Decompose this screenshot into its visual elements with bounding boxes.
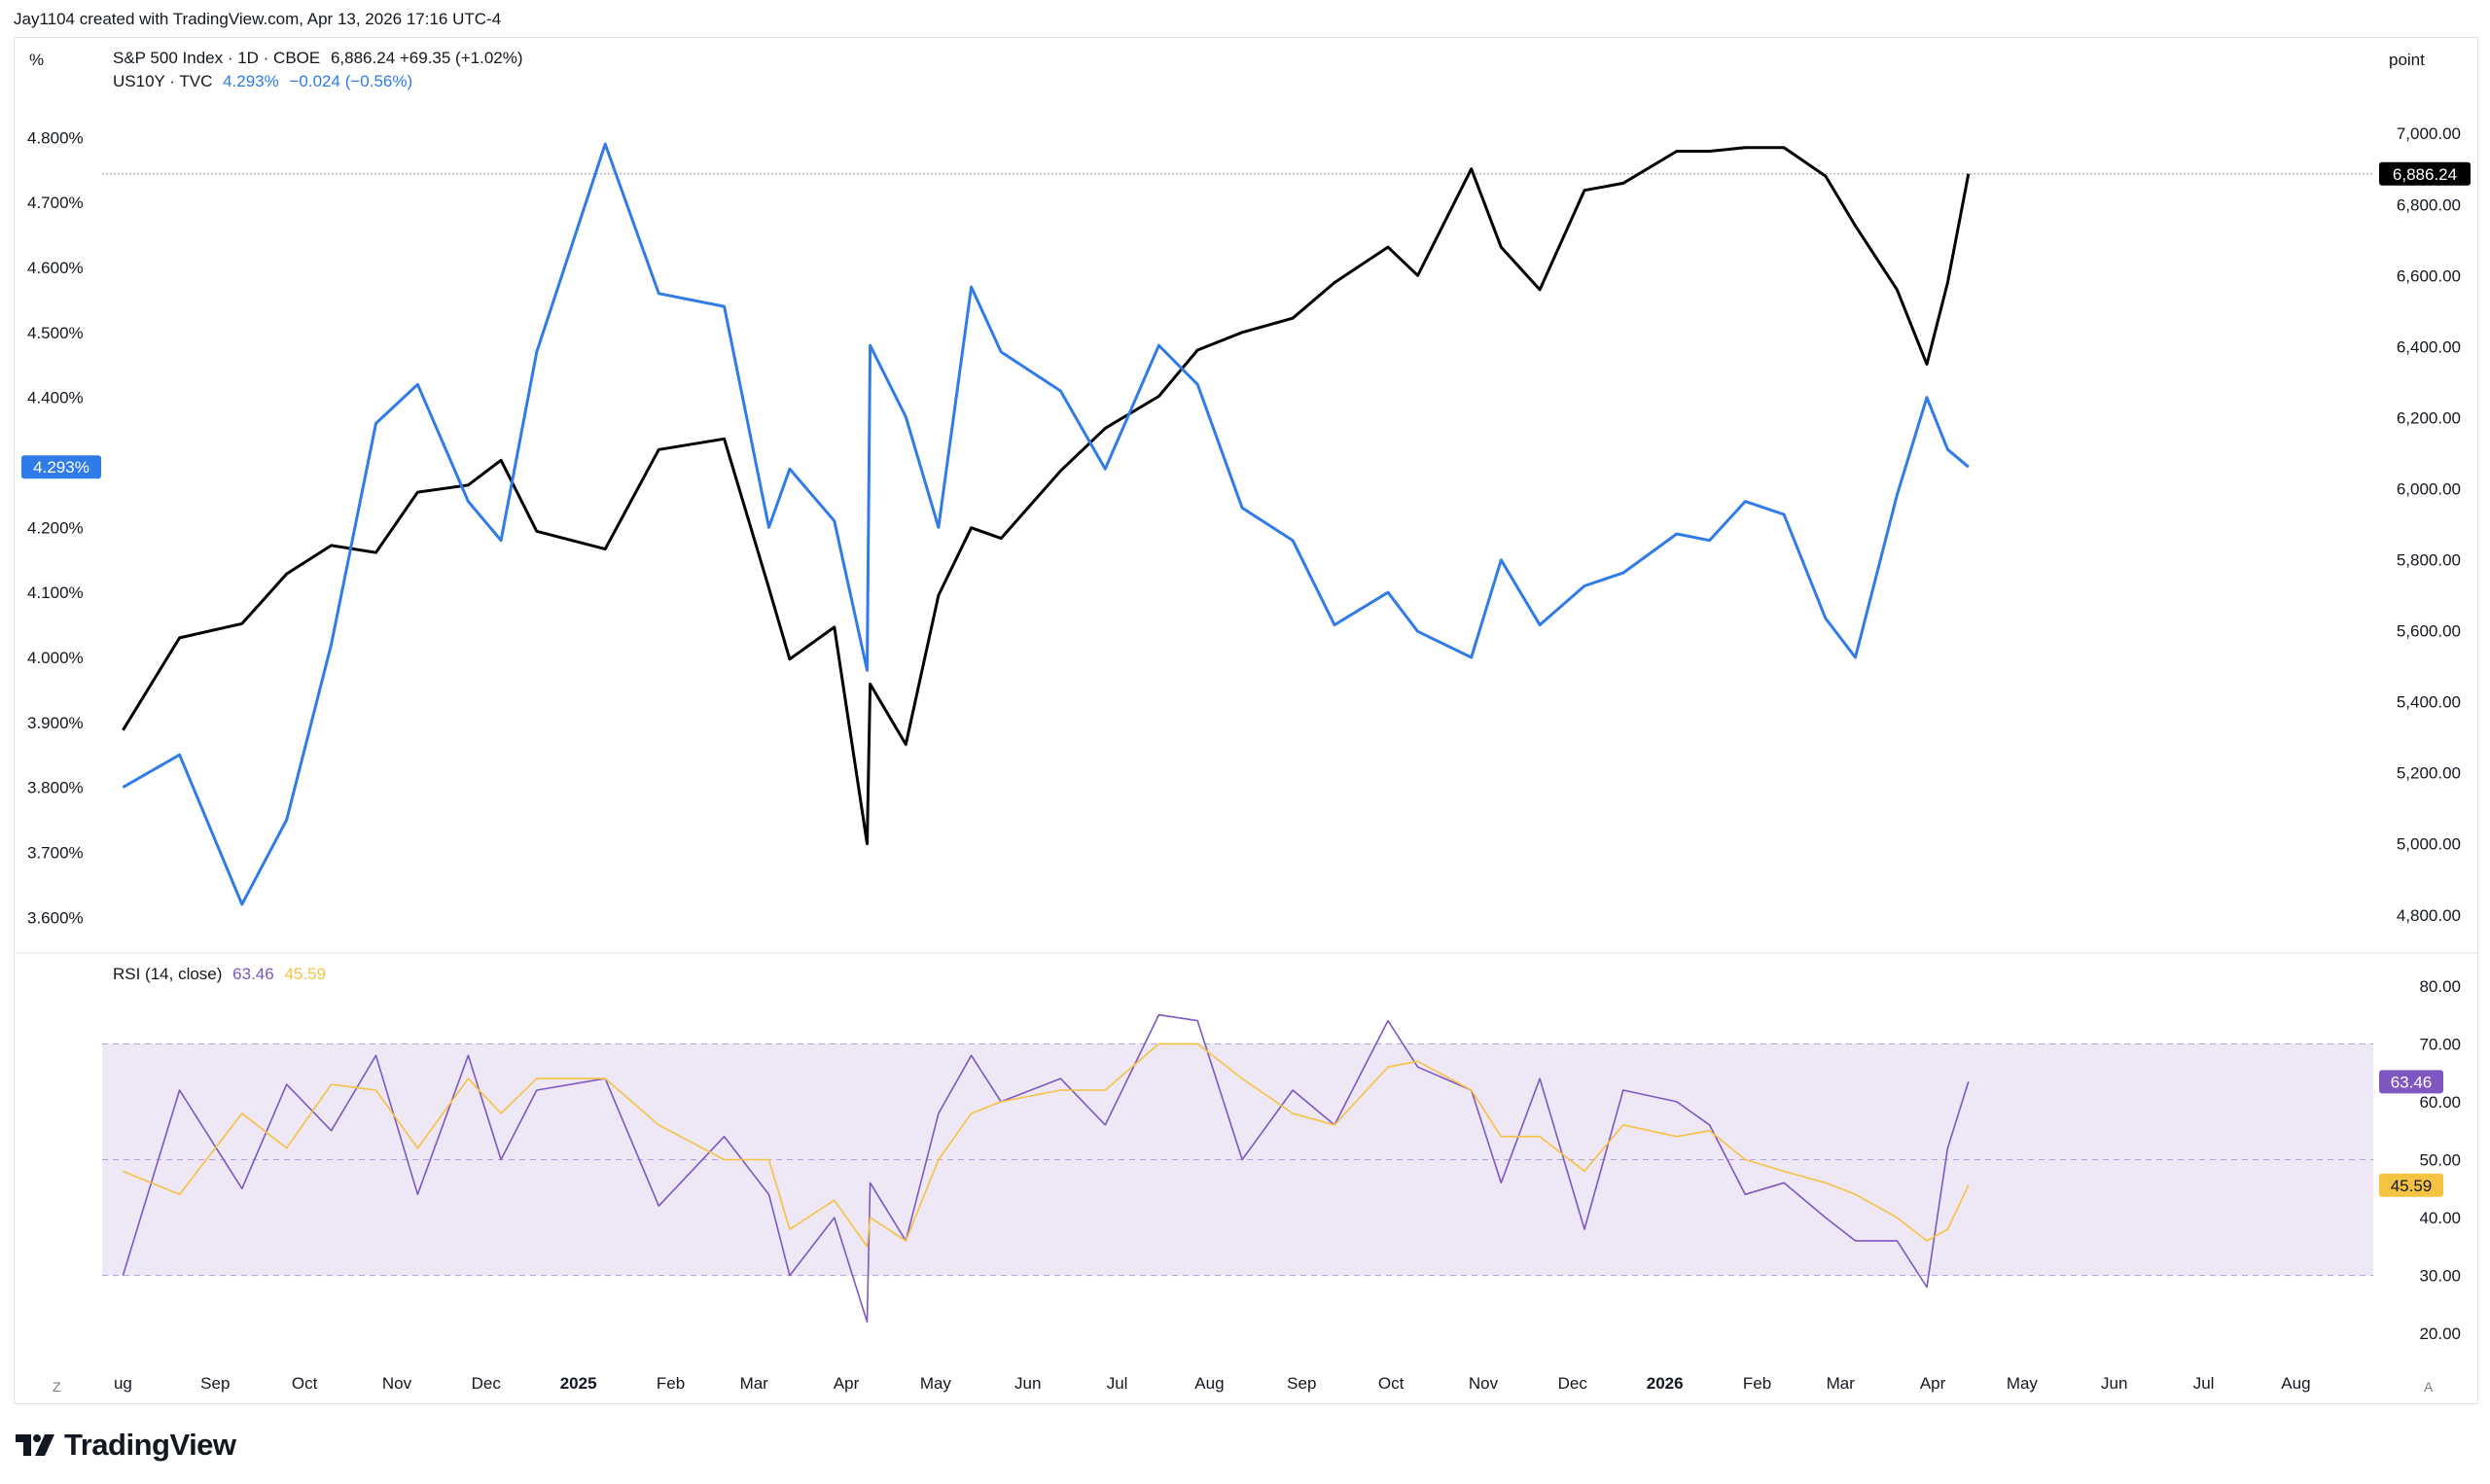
left-axis-tick: 4.800% — [27, 128, 84, 147]
tradingview-logo-icon — [16, 1434, 54, 1456]
right-axis-tick: 5,800.00 — [2397, 551, 2461, 570]
x-axis-tick: Nov — [382, 1374, 412, 1393]
left-axis-tick: 4.000% — [27, 649, 84, 667]
auto-scale-left-button[interactable]: Z — [53, 1379, 61, 1395]
rsi-ma-last-badge: 45.59 — [2379, 1173, 2443, 1197]
rsi-axis-tick: 70.00 — [2419, 1035, 2461, 1053]
right-axis-unit[interactable]: point — [2389, 51, 2425, 69]
right-axis-tick: 6,400.00 — [2397, 337, 2461, 356]
auto-scale-right-button[interactable]: A — [2424, 1379, 2434, 1395]
rsi-legend-name: RSI (14, close) — [113, 965, 223, 983]
x-axis-tick: Nov — [1469, 1374, 1499, 1393]
left-axis-tick: 4.400% — [27, 389, 84, 407]
x-axis-tick: Mar — [740, 1374, 769, 1393]
left-axis-tick: 3.600% — [27, 908, 84, 927]
spx-last-badge: 6,886.24 — [2379, 161, 2471, 186]
us10y-line — [122, 142, 1970, 906]
left-axis-tick: 4.200% — [27, 518, 84, 537]
rsi-legend-value: 63.46 — [232, 965, 274, 983]
spx-legend[interactable]: S&P 500 Index · 1D · CBOE 6,886.24 +69.3… — [113, 49, 523, 68]
x-axis-tick: Mar — [1827, 1374, 1856, 1393]
spx-last-badge-text: 6,886.24 — [2393, 165, 2457, 184]
rsi-ma-legend-value: 45.59 — [284, 965, 326, 983]
us10y-legend[interactable]: US10Y · TVC 4.293% −0.024 (−0.56%) — [113, 72, 412, 91]
left-axis-unit: % — [29, 51, 45, 69]
right-axis-tick: 5,400.00 — [2397, 693, 2461, 712]
x-axis-tick: Oct — [292, 1374, 318, 1393]
rsi-axis-tick: 40.00 — [2419, 1209, 2461, 1227]
right-axis-tick: 7,000.00 — [2397, 124, 2461, 143]
right-axis-tick: 5,200.00 — [2397, 764, 2461, 783]
left-axis-tick: 3.800% — [27, 779, 84, 797]
x-axis-tick: Feb — [657, 1374, 685, 1393]
x-axis-tick: 2026 — [1647, 1374, 1684, 1393]
right-axis-tick: 4,800.00 — [2397, 906, 2461, 925]
chart-credit: Jay1104 created with TradingView.com, Ap… — [14, 10, 502, 28]
x-axis-tick: May — [920, 1374, 952, 1393]
x-axis-tick: Sep — [200, 1374, 230, 1393]
rsi-last-badge-text: 63.46 — [2391, 1073, 2433, 1091]
rsi-ma-last-badge-text: 45.59 — [2391, 1177, 2433, 1195]
us10y-last-badge: 4.293% — [21, 455, 101, 479]
left-axis-tick: 4.500% — [27, 324, 84, 342]
us10y-legend-change: −0.024 (−0.56%) — [289, 72, 413, 90]
rsi-ma-line — [123, 1042, 1970, 1248]
us10y-last-badge-text: 4.293% — [33, 458, 89, 477]
rsi-axis-tick: 20.00 — [2419, 1325, 2461, 1343]
x-axis-tick: Aug — [2281, 1374, 2310, 1393]
rsi-line — [122, 1013, 1970, 1324]
rsi-last-badge-bg — [2379, 1070, 2443, 1094]
x-axis-tick: May — [2007, 1374, 2039, 1393]
x-axis-tick: Oct — [1378, 1374, 1405, 1393]
spx-legend-name: S&P 500 Index · 1D · CBOE — [113, 49, 321, 67]
rsi-legend[interactable]: RSI (14, close) 63.46 45.59 — [113, 965, 326, 984]
left-axis-tick: 4.700% — [27, 194, 84, 212]
rsi-ma-last-badge-bg — [2379, 1173, 2443, 1197]
spx-line — [122, 146, 1971, 846]
us10y-legend-value: 4.293% — [223, 72, 279, 90]
x-axis-tick: Jul — [2193, 1374, 2215, 1393]
x-axis-tick: Feb — [1743, 1374, 1771, 1393]
x-axis-tick: ug — [114, 1374, 132, 1393]
spx-last-badge-bg — [2379, 161, 2471, 186]
right-axis-tick: 6,000.00 — [2397, 479, 2461, 498]
tradingview-brand: TradingView — [64, 1428, 236, 1462]
left-axis-tick: 4.600% — [27, 259, 84, 277]
right-axis-tick: 5,600.00 — [2397, 622, 2461, 641]
x-axis-tick: Dec — [1558, 1374, 1588, 1393]
left-axis-tick: 4.100% — [27, 583, 84, 602]
right-axis-tick: 5,000.00 — [2397, 835, 2461, 854]
right-axis-tick: 6,200.00 — [2397, 408, 2461, 427]
left-axis-tick: 3.900% — [27, 714, 84, 732]
x-axis-tick: Dec — [472, 1374, 502, 1393]
x-axis-tick: Sep — [1287, 1374, 1316, 1393]
rsi-last-badge: 63.46 — [2379, 1070, 2443, 1094]
us10y-legend-name: US10Y · TVC — [113, 72, 213, 90]
x-axis-tick: 2025 — [560, 1374, 597, 1393]
right-axis-tick: 6,600.00 — [2397, 266, 2461, 285]
rsi-axis-tick: 30.00 — [2419, 1267, 2461, 1286]
left-axis-tick: 3.700% — [27, 843, 84, 862]
x-axis-tick: Apr — [1920, 1374, 1946, 1393]
rsi-axis-tick: 80.00 — [2419, 977, 2461, 996]
x-axis-tick: Jun — [2101, 1374, 2127, 1393]
spx-legend-values: 6,886.24 +69.35 (+1.02%) — [330, 49, 523, 67]
x-axis-tick: Jun — [1014, 1374, 1041, 1393]
rsi-axis-tick: 60.00 — [2419, 1093, 2461, 1112]
rsi-axis-tick: 50.00 — [2419, 1151, 2461, 1170]
right-axis-tick: 6,800.00 — [2397, 195, 2461, 214]
x-axis-tick: Apr — [834, 1374, 860, 1393]
chart-frame — [14, 37, 2478, 1404]
x-axis-tick: Jul — [1107, 1374, 1128, 1393]
x-axis-tick: Aug — [1194, 1374, 1224, 1393]
tradingview-logo[interactable]: TradingView — [16, 1428, 236, 1463]
us10y-last-badge-bg — [21, 455, 101, 479]
